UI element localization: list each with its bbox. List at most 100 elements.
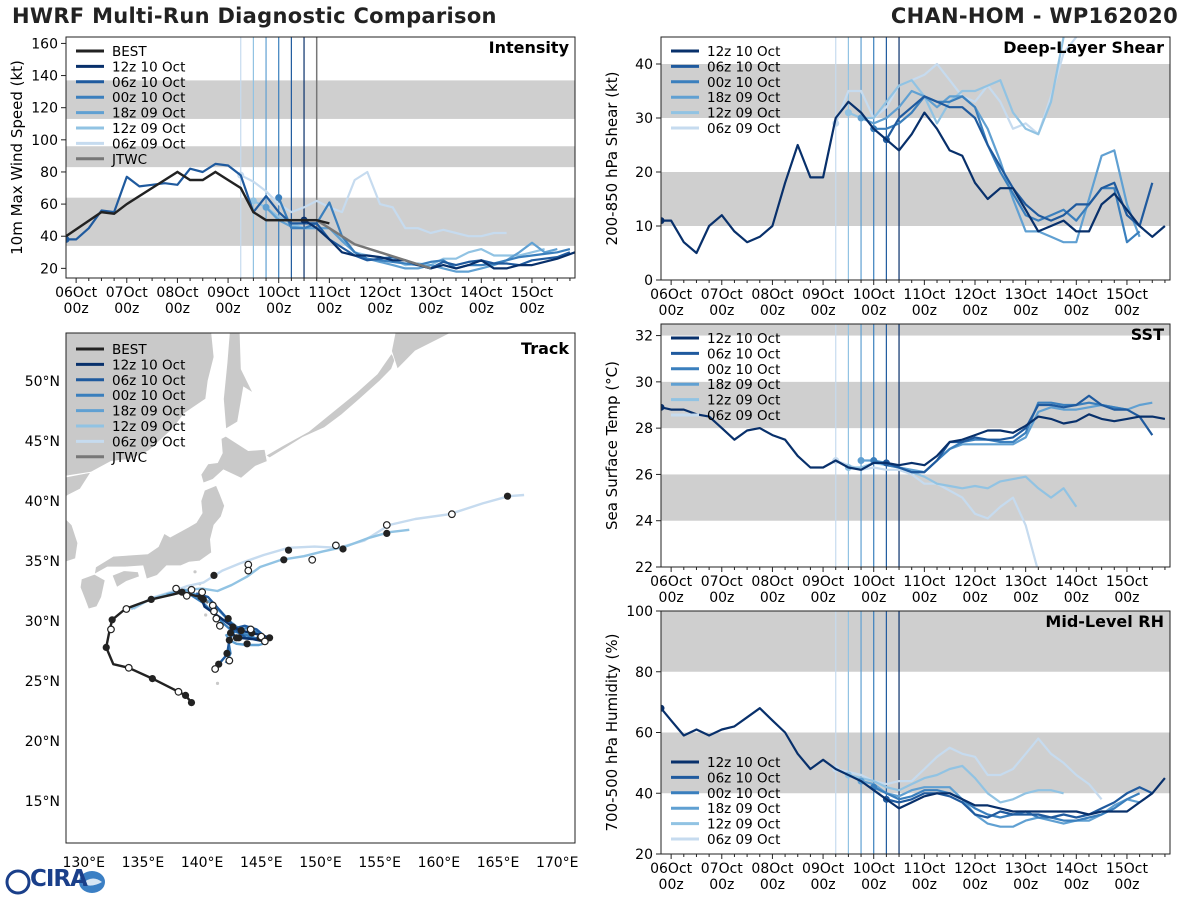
sst-xtick-day: 07Oct [701, 574, 744, 590]
shear-series-line [860, 89, 1141, 244]
sst-band-1 [661, 381, 1170, 429]
track-xtick-label: 135°E [122, 855, 165, 871]
sst-xtick-hour: 00z [962, 590, 987, 606]
sst-legend-label: 18z 09 Oct [707, 377, 780, 393]
kuril-chain-land [265, 352, 396, 459]
track-ytick-label: 45°N [25, 434, 60, 450]
rh-legend-label: 18z 09 Oct [707, 801, 780, 817]
title-left: HWRF Multi-Run Diagnostic Comparison [12, 4, 497, 28]
intensity-xtick-hour: 00z [64, 301, 89, 317]
rh-xtick-day: 12Oct [954, 861, 997, 877]
shear-series [661, 37, 1166, 255]
track-marker-filled [243, 640, 251, 648]
intensity-legend-label: 18z 09 Oct [112, 106, 185, 122]
intensity-series [66, 162, 575, 273]
track-xtick-label: 170°E [536, 855, 579, 871]
intensity-legend-label: 06z 10 Oct [112, 75, 185, 91]
rh-panel: 2040608010006Oct00z07Oct00z08Oct00z09Oct… [603, 604, 1171, 893]
rh-xtick-hour: 00z [912, 877, 937, 893]
track-legend-label: 06z 10 Oct [112, 373, 185, 389]
intensity-xtick-hour: 00z [317, 301, 342, 317]
track-marker-filled [284, 546, 293, 554]
kamchatka-tip-land [391, 333, 451, 370]
track-marker-open [122, 605, 131, 613]
logo-text: CIRA [30, 866, 88, 892]
island-dot [193, 570, 197, 574]
sst-series-line [886, 394, 1154, 474]
track-marker-open [212, 614, 221, 623]
track-marker-filled [226, 629, 235, 637]
intensity-legend-label: 12z 10 Oct [112, 59, 185, 75]
sst-xtick-hour: 00z [861, 590, 886, 606]
track-ytick-label: 25°N [25, 674, 60, 690]
shear-ytick-label: 30 [635, 111, 653, 127]
rh-series-line [886, 786, 1153, 819]
track-title: Track [521, 339, 569, 358]
intensity-ytick-label: 100 [31, 133, 58, 149]
track-lines [102, 492, 525, 707]
track-legend-label: 12z 09 Oct [112, 419, 185, 435]
track-marker-open [198, 588, 207, 597]
sst-legend-label: 12z 10 Oct [707, 331, 780, 347]
track-marker-open [382, 521, 391, 529]
sst-ytick-label: 24 [635, 514, 653, 530]
intensity-legend-label: 00z 10 Oct [112, 90, 185, 106]
intensity-xtick-day: 06Oct [55, 285, 98, 301]
sst-xtick-hour: 00z [659, 590, 684, 606]
intensity-ylabel: 10m Max Wind Speed (kt) [8, 60, 26, 255]
intensity-xtick-day: 10Oct [258, 285, 301, 301]
rh-xtick-hour: 00z [659, 877, 684, 893]
track-marker-filled [181, 691, 190, 700]
track-legend-label: 06z 09 Oct [112, 434, 185, 450]
track-legend-label: 18z 09 Oct [112, 404, 185, 420]
rh-legend-label: 12z 09 Oct [707, 817, 780, 833]
sst-xtick-hour: 00z [709, 590, 734, 606]
rh-xtick-day: 11Oct [903, 861, 946, 877]
sst-ytick-label: 28 [635, 421, 653, 437]
shear-legend-label: 06z 10 Oct [707, 59, 780, 75]
shear-series-start-point [661, 217, 665, 225]
track-xtick-label: 145°E [240, 855, 283, 871]
shear-ylabel: 200-850 hPa Shear (kt) [603, 72, 621, 246]
shear-xtick-day: 13Oct [1005, 287, 1048, 303]
track-marker-filled [223, 649, 231, 658]
sst-legend-label: 06z 09 Oct [707, 408, 780, 424]
track-marker-filled [108, 616, 116, 624]
sst-frame [660, 323, 1171, 568]
rh-init-lines [835, 611, 900, 854]
sakhalin-land [222, 333, 254, 430]
rh-legend-label: 06z 10 Oct [707, 770, 780, 786]
rh-xtick-day: 15Oct [1106, 861, 1149, 877]
shear-ytick-label: 20 [635, 165, 653, 181]
shear-title: Deep-Layer Shear [1003, 38, 1164, 57]
intensity-ytick-label: 40 [40, 229, 58, 245]
rh-xtick-day: 14Oct [1055, 861, 1098, 877]
track-marker-open [308, 555, 317, 564]
shear-xtick-hour: 00z [760, 303, 785, 319]
rh-xtick-hour: 00z [861, 877, 886, 893]
sst-band-0 [661, 474, 1170, 521]
intensity-series-start-point [262, 203, 270, 211]
shear-series-line [885, 95, 1154, 228]
rh-ytick-label: 100 [626, 604, 653, 620]
track-marker-filled [280, 556, 288, 564]
track-marker-filled [102, 643, 110, 652]
track-ytick-label: 35°N [25, 554, 60, 570]
track-marker-filled [187, 699, 196, 707]
rh-series-line [860, 780, 1140, 828]
rh-ylabel: 700-500 hPa Humidity (%) [603, 633, 621, 831]
rh-bands [661, 611, 1170, 794]
rh-title: Mid-Level RH [1045, 612, 1164, 631]
sst-xtick-day: 10Oct [853, 574, 896, 590]
sst-ytick-label: 26 [635, 467, 653, 483]
shear-xtick-hour: 00z [1013, 303, 1038, 319]
intensity-xtick-day: 09Oct [207, 285, 250, 301]
track-legend-label: 00z 10 Oct [112, 388, 185, 404]
track-marker-filled [147, 595, 155, 604]
intensity-xtick-hour: 00z [266, 301, 291, 317]
track-marker-open [215, 621, 224, 630]
shear-xtick-hour: 00z [861, 303, 886, 319]
sst-xtick-hour: 00z [912, 590, 937, 606]
